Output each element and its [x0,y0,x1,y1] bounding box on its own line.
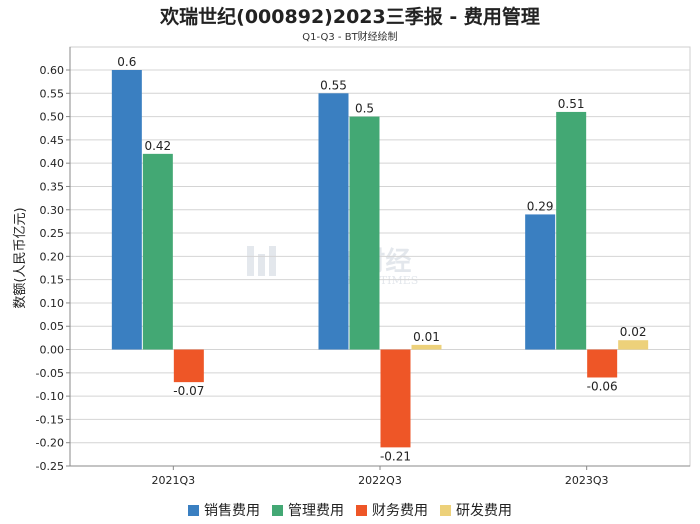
y-tick-label: 0.35 [40,180,65,193]
legend-swatch [356,504,367,516]
data-labels: 0.6 0.42 -0.07 0.55 0.5 -0.21 0.01 0.29 0.51 -0.0… [117,55,646,463]
bar [349,116,380,350]
x-tick-label: 2022Q3 [358,474,402,487]
bar [380,349,411,448]
watermark-logo-bar-1 [247,246,254,276]
gridlines [69,46,691,467]
y-tick-label: 0.60 [40,64,65,77]
y-tick-label: 0.10 [40,297,65,310]
bar [525,214,556,350]
bar [318,93,349,350]
y-tick-label: -0.20 [36,437,64,450]
y-tick-label: 0.40 [40,157,65,170]
x-tick-label: 2023Q3 [565,474,609,487]
y-tick-label: 0.50 [40,111,65,124]
data-label: -0.06 [587,379,618,393]
y-tick-label: 0.20 [40,250,65,263]
bar [587,349,618,378]
data-label: -0.07 [173,384,204,398]
bar [556,111,587,350]
y-tick-label: 0.15 [40,274,65,287]
bar [411,344,442,350]
legend-label: 管理费用 [288,503,344,519]
data-label: 0.42 [144,139,171,153]
data-label: 0.6 [117,55,136,69]
bars [111,70,649,448]
bar [142,153,173,350]
legend: 销售费用 管理费用 财务费用 研发费用 [0,500,700,520]
bar [111,70,142,350]
x-tick-label: 2021Q3 [152,474,196,487]
legend-item: 销售费用 [188,500,260,520]
y-tick-label: 0.25 [40,227,65,240]
chart-subtitle: Q1-Q3 - BT财经绘制 [302,32,398,43]
legend-swatch [272,504,283,516]
legend-swatch [188,504,199,516]
y-tick-label: 0.00 [40,344,65,357]
watermark-logo-bar-3 [269,246,276,276]
legend-item: 财务费用 [356,500,428,520]
legend-label: 研发费用 [456,503,512,519]
y-tick-label: -0.10 [36,390,64,403]
data-label: 0.01 [413,330,440,344]
data-label: 0.55 [320,78,347,92]
bar [173,349,204,383]
chart-title: 欢瑞世纪(000892)2023三季报 - 费用管理 [160,6,540,28]
legend-item: 研发费用 [440,500,512,520]
y-tick-label: -0.05 [36,367,64,380]
y-tick-label: -0.25 [36,460,64,473]
legend-label: 财务费用 [372,503,428,519]
data-label: -0.21 [380,449,411,463]
y-tick-label: 0.30 [40,204,65,217]
y-tick-label: 0.55 [40,87,65,100]
data-label: 0.51 [558,97,585,111]
y-tick-label: 0.05 [40,320,65,333]
data-label: 0.02 [620,325,647,339]
y-tick-label: -0.15 [36,413,64,426]
y-tick-label: 0.45 [40,134,65,147]
axes: 0.60 0.55 0.50 0.45 0.40 0.35 0.30 0.25 0.20 0.15… [36,47,690,487]
legend-item: 管理费用 [272,500,344,520]
y-axis-label: 数额(人民币亿元) [13,207,28,308]
legend-label: 销售费用 [204,503,260,519]
legend-swatch [440,504,451,516]
bar [618,340,649,350]
data-label: 0.5 [355,102,374,116]
data-label: 0.29 [527,199,554,213]
watermark-logo-bar-2 [258,254,265,276]
